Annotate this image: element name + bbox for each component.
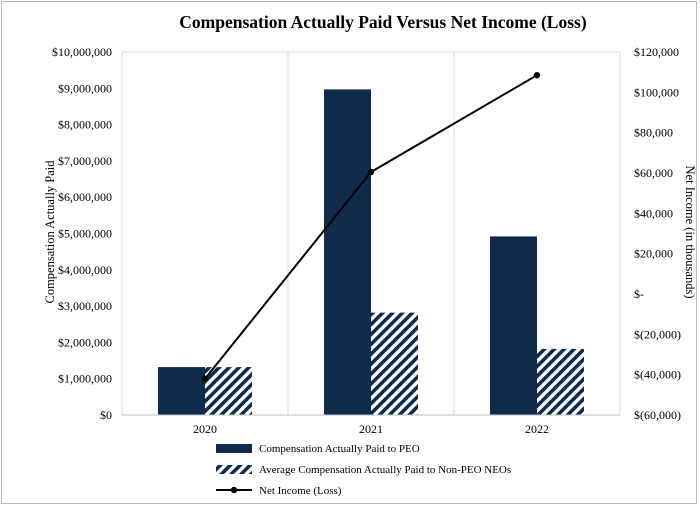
bar-peo-2021 (324, 89, 371, 415)
legend-label-non-peo: Average Compensation Actually Paid to No… (259, 464, 511, 476)
bar-peo-2020 (158, 367, 205, 415)
y-axis-label: Compensation Actually Paid (43, 160, 57, 304)
axes: 2020 2021 2022 $0 $1,000,000 $2,000,000 $3,000… (52, 45, 681, 436)
net-income-point-2022 (533, 71, 541, 79)
y-tick-label: $6,000,000 (58, 190, 112, 204)
y2-tick-label: $(40,000) (634, 368, 681, 382)
y-tick-label: $5,000,000 (58, 227, 112, 241)
y2-tick-label: $- (634, 287, 644, 301)
net-income-line (201, 71, 541, 382)
legend-swatch-peo (216, 444, 252, 453)
legend-swatch-non-peo (216, 465, 252, 474)
y2-tick-label: $20,000 (634, 247, 673, 261)
y-tick-label: $0 (100, 408, 112, 422)
y-tick-label: $9,000,000 (58, 81, 112, 95)
y-tick-label: $4,000,000 (58, 263, 112, 277)
net-income-point-2020 (201, 375, 209, 382)
grid (121, 51, 621, 415)
x-tick-label: 2020 (193, 422, 217, 436)
y2-tick-label: $80,000 (634, 126, 673, 140)
y2-tick-label: $120,000 (634, 45, 679, 59)
bar-peo-2022 (490, 236, 537, 415)
legend-label-peo: Compensation Actually Paid to PEO (259, 443, 420, 455)
y2-tick-label: $(20,000) (634, 327, 681, 341)
y-tick-label: $1,000,000 (58, 372, 112, 386)
y-tick-label: $10,000,000 (52, 45, 112, 59)
legend: Compensation Actually Paid to PEO Average… (216, 443, 511, 497)
y2-tick-label: $100,000 (634, 85, 679, 99)
y2-tick-label: $60,000 (634, 166, 673, 180)
bar-non-peo-2022 (537, 348, 584, 415)
y-tick-label: $2,000,000 (58, 335, 112, 349)
bar-non-peo-2021 (371, 312, 418, 415)
x-tick-label: 2021 (359, 422, 383, 436)
net-income-point-2021 (367, 168, 375, 176)
x-tick-label: 2022 (525, 422, 549, 436)
y2-tick-label: $(60,000) (634, 408, 681, 422)
bar-non-peo-2020 (205, 367, 252, 415)
y2-axis-label: Net Income (in thousands) (683, 166, 697, 299)
y-tick-label: $3,000,000 (58, 299, 112, 313)
bars (158, 89, 584, 415)
legend-swatch-net-income-marker (230, 486, 238, 494)
legend-label-net-income: Net Income (Loss) (259, 485, 342, 497)
y-tick-label: $8,000,000 (58, 118, 112, 132)
y-tick-label: $7,000,000 (58, 154, 112, 168)
chart-title: Compensation Actually Paid Versus Net In… (179, 12, 587, 32)
y2-tick-label: $40,000 (634, 206, 673, 220)
